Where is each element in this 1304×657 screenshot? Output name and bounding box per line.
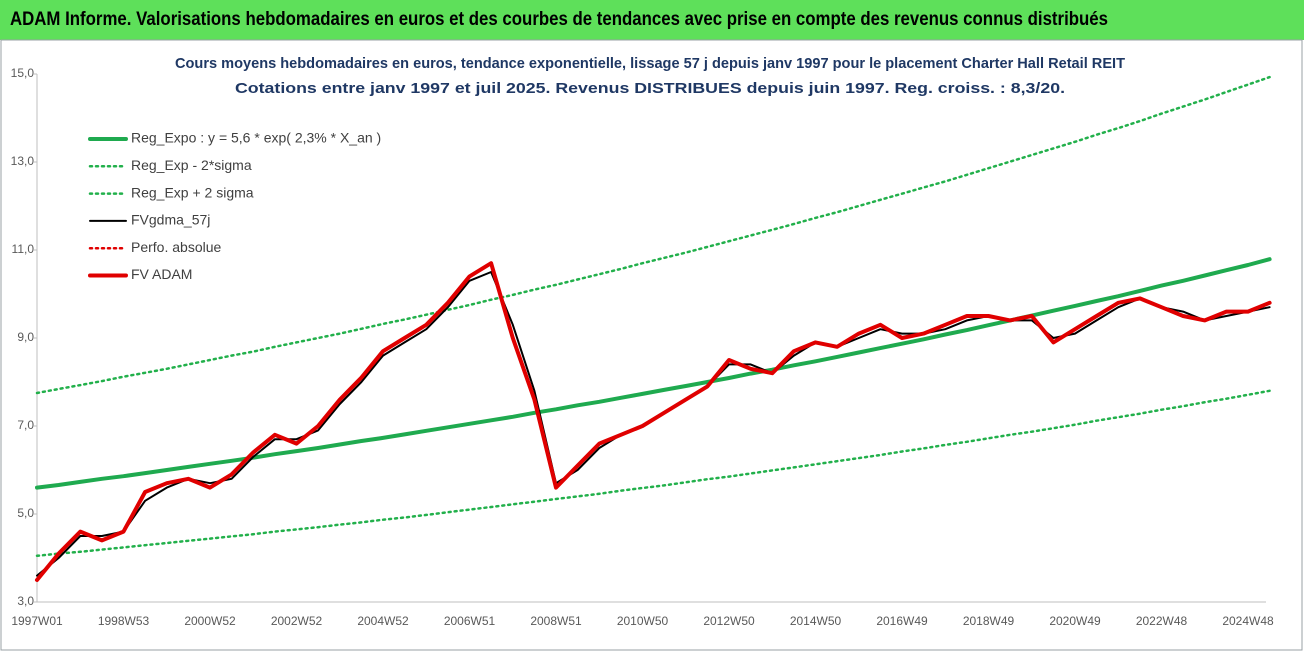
title-banner — [0, 0, 1304, 40]
legend-label: Reg_Exp - 2*sigma — [131, 157, 252, 173]
legend-label: Perfo. absolue — [131, 239, 221, 255]
chart-title: ADAM Informe. Valorisations hebdomadaire… — [10, 9, 1108, 30]
series-line — [35, 75, 1271, 395]
chart-subtitle: Cours moyens hebdomadaires en euros, ten… — [175, 55, 1125, 72]
x-tick-label: 2000W52 — [184, 614, 236, 628]
x-tick-label: 1998W53 — [98, 614, 150, 628]
legend-label: Reg_Expo : y = 5,6 * exp( 2,3% * X_an ) — [131, 130, 381, 146]
x-tick-label: 2012W50 — [703, 614, 755, 628]
series-line — [35, 257, 1272, 490]
y-tick-label: 15,0 — [11, 66, 35, 80]
legend-label: FV ADAM — [131, 266, 192, 282]
x-tick-label: 2016W49 — [876, 614, 928, 628]
x-tick-label: 2014W50 — [790, 614, 842, 628]
series-line — [35, 261, 1272, 582]
x-tick-label: 2002W52 — [271, 614, 323, 628]
legend-label: Reg_Exp + 2 sigma — [131, 184, 254, 200]
x-tick-label: 1997W01 — [11, 614, 63, 628]
y-tick-label: 13,0 — [11, 154, 35, 168]
chart-subtitle: Cotations entre janv 1997 et juil 2025. … — [235, 80, 1065, 97]
x-tick-label: 2024W48 — [1222, 614, 1274, 628]
x-tick-label: 2022W48 — [1136, 614, 1188, 628]
y-tick-label: 3,0 — [17, 594, 34, 608]
series-line — [35, 389, 1271, 558]
x-tick-label: 2008W51 — [530, 614, 582, 628]
x-tick-label: 2006W51 — [444, 614, 496, 628]
chart-frame — [0, 39, 1303, 651]
y-tick-label: 9,0 — [17, 330, 34, 344]
y-tick-label: 11,0 — [12, 242, 35, 256]
x-tick-label: 2010W50 — [617, 614, 669, 628]
y-tick-label: 5,0 — [17, 506, 34, 520]
y-tick-label: 7,0 — [17, 418, 34, 432]
x-tick-label: 2004W52 — [357, 614, 409, 628]
legend-label: FVgdma_57j — [131, 212, 210, 228]
x-tick-label: 2018W49 — [963, 614, 1015, 628]
x-tick-label: 2020W49 — [1049, 614, 1101, 628]
